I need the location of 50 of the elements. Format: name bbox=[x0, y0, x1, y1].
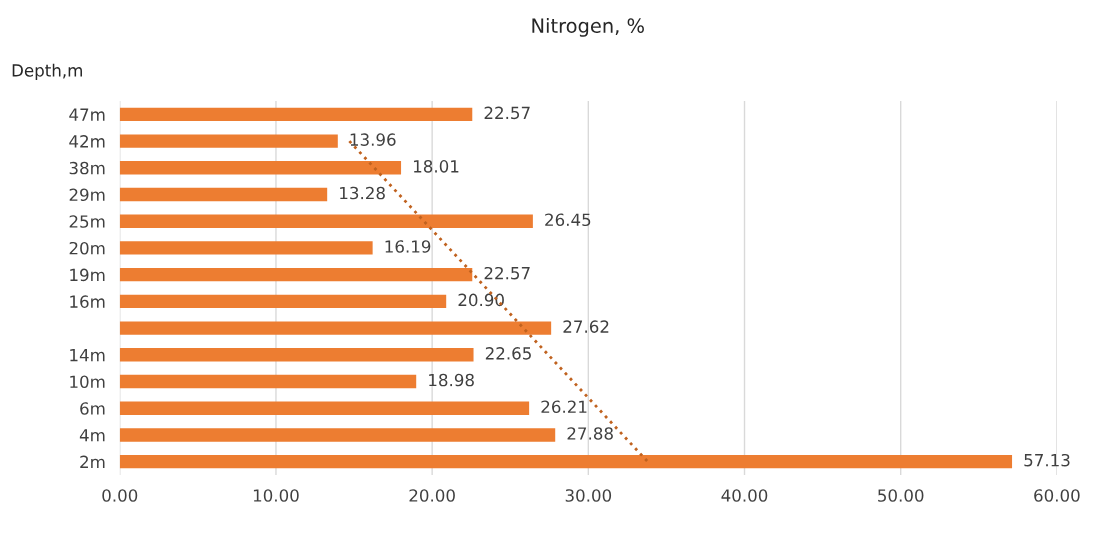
data-label: 26.45 bbox=[545, 213, 591, 227]
bar bbox=[119, 454, 1013, 469]
data-label: 16.19 bbox=[385, 240, 431, 253]
data-label: 13.28 bbox=[340, 186, 385, 200]
bar bbox=[119, 401, 530, 415]
chart-title: Nitrogen, % bbox=[532, 17, 644, 37]
data-label: 18.98 bbox=[429, 373, 474, 387]
x-tick-label: 60.00 bbox=[1034, 489, 1080, 502]
bar bbox=[119, 294, 447, 309]
bar bbox=[119, 134, 338, 148]
bar bbox=[119, 428, 556, 442]
x-tick-label: 30.00 bbox=[565, 489, 612, 502]
y-tick-label: 2m bbox=[80, 455, 105, 468]
y-tick-label: 10m bbox=[70, 375, 105, 389]
x-tick-label: 0.00 bbox=[102, 489, 138, 502]
x-tick-label: 50.00 bbox=[878, 489, 924, 502]
y-tick-label: 29m bbox=[69, 188, 105, 202]
data-label: 27.62 bbox=[563, 320, 609, 333]
data-label: 57.13 bbox=[1024, 453, 1070, 467]
y-tick-label: 25m bbox=[69, 215, 105, 228]
y-tick-label: 16m bbox=[70, 295, 105, 308]
data-label: 26.21 bbox=[541, 400, 587, 414]
y-tick-label: 6m bbox=[80, 402, 105, 415]
data-label: 13.96 bbox=[350, 133, 396, 146]
y-tick-label: 47m bbox=[69, 108, 105, 121]
data-label: 20.90 bbox=[458, 293, 504, 307]
bar bbox=[119, 321, 552, 335]
bar bbox=[119, 107, 473, 122]
data-label: 22.57 bbox=[484, 106, 530, 120]
bar bbox=[119, 241, 373, 255]
data-label: 18.01 bbox=[414, 160, 459, 173]
x-tick-label: 40.00 bbox=[721, 489, 768, 502]
x-tick-label: 10.00 bbox=[253, 489, 299, 502]
bar bbox=[119, 348, 474, 362]
x-tick-label: 20.00 bbox=[409, 489, 455, 502]
y-tick-label: 38m bbox=[69, 161, 105, 175]
bar bbox=[119, 161, 402, 175]
y-axis-title: Depth,m bbox=[12, 63, 82, 80]
bar bbox=[119, 267, 473, 282]
bar bbox=[119, 214, 533, 228]
y-tick-label: 14m bbox=[70, 348, 105, 362]
data-label: 22.57 bbox=[484, 266, 530, 280]
y-tick-label: 19m bbox=[70, 268, 105, 282]
y-tick-label: 4m bbox=[79, 429, 105, 442]
y-tick-label: 42m bbox=[69, 135, 105, 148]
bar bbox=[119, 374, 417, 389]
data-label: 22.65 bbox=[485, 347, 531, 360]
y-tick-label: 20m bbox=[69, 241, 105, 255]
bar bbox=[119, 187, 328, 202]
data-label: 27.88 bbox=[567, 427, 613, 440]
